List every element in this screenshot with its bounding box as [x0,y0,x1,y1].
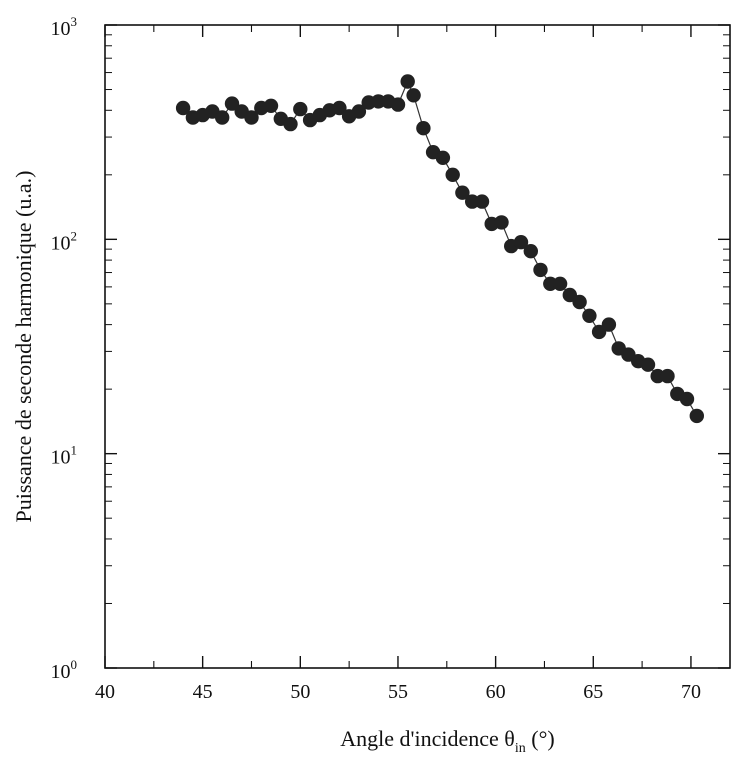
data-point [640,357,656,372]
data-point [660,368,675,384]
x-tick-label: 45 [193,681,213,703]
data-point [513,235,529,250]
data-point [474,194,490,209]
y-axis-title: Puissance de seconde harmonique (u.a.) [11,171,36,523]
y-tick-label: 102 [51,228,78,254]
data-point [224,96,240,111]
series-line [182,79,698,417]
y-tick-labels: 100 101 102 103 [51,14,78,683]
data-point [572,294,587,310]
data-point [400,74,415,89]
data-point [293,101,308,117]
x-tick-label: 55 [388,681,408,703]
data-series [175,74,704,424]
x-axis-title-sub: in [515,741,526,756]
data-point [552,276,568,291]
data-point [351,104,367,119]
plot-frame [104,24,731,669]
data-point [601,317,617,332]
x-axis-title: Angle d'incidence θin (°) [340,726,554,756]
x-tick-label: 50 [290,681,310,703]
data-point [455,185,470,200]
data-point [390,97,406,112]
x-tick-labels: 40 45 50 55 60 65 70 [95,681,701,703]
data-point [523,244,538,259]
data-point [244,110,259,125]
x-axis-title-main: Angle d'incidence θ [340,726,515,751]
data-point [332,100,347,116]
data-point [175,100,191,116]
x-tick-label: 70 [681,681,701,703]
y-tick-label: 101 [51,443,78,469]
x-tick-label: 40 [95,681,115,703]
data-point [582,308,597,323]
data-point [263,98,279,114]
data-point [494,215,509,230]
x-axis-title-unit: (°) [526,726,555,751]
data-point [283,116,298,132]
y-tick-label: 103 [51,14,78,40]
y-tick-label: 100 [51,657,78,683]
data-point [435,150,451,165]
x-tick-label: 60 [486,681,506,703]
data-point [591,324,607,340]
data-point [445,167,460,182]
data-point [215,110,230,125]
x-tick-label: 65 [583,681,603,703]
data-point [416,121,431,136]
data-point [533,262,548,278]
data-point [679,391,695,407]
data-point [406,88,421,103]
data-point [689,408,704,424]
axis-ticks [104,24,730,669]
